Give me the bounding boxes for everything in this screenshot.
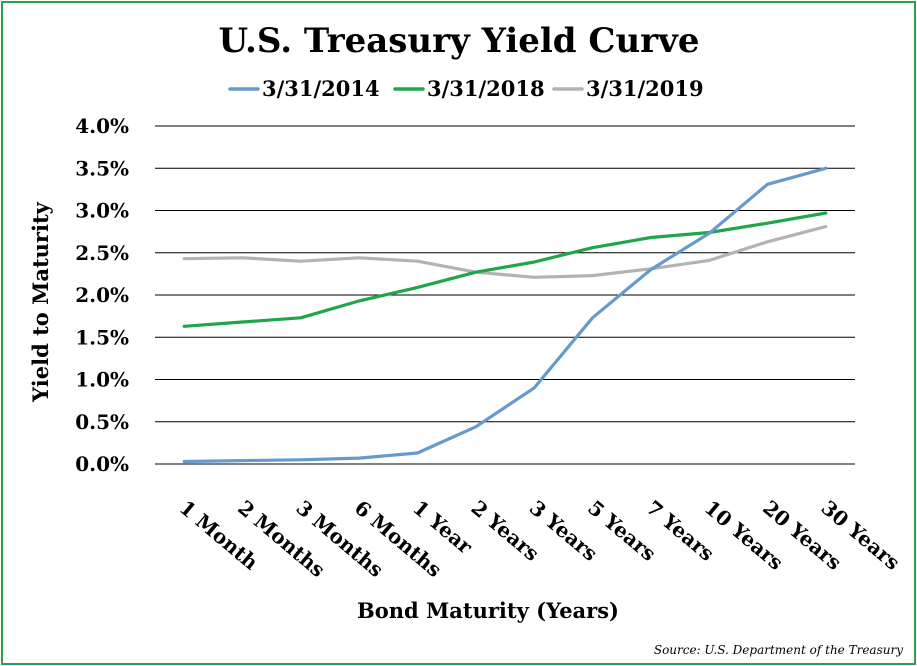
source-note: Source: U.S. Department of the Treasury [654,643,903,657]
legend-label: 3/31/2018 [427,76,545,101]
gridlines [155,125,855,465]
y-tick-label: 1.5% [75,325,129,349]
series-line-3-31-2014 [182,166,828,464]
y-tick-label: 1.0% [75,368,129,392]
y-tick-label: 2.0% [75,283,129,307]
y-axis-label: Yield to Maturity [28,201,53,403]
chart-title: U.S. Treasury Yield Curve [219,21,700,61]
series-line-3-31-2019 [182,225,828,279]
y-tick-label: 3.5% [75,156,129,180]
y-tick-label: 0.5% [75,410,129,434]
y-tick-label: 4.0% [75,114,129,138]
legend: 3/31/2014 3/31/2018 3/31/2019 [228,76,704,101]
x-axis-label: Bond Maturity (Years) [357,598,619,623]
y-axis-ticks: 0.0% 0.5% 1.0% 1.5% 2.0% 2.5% 3.0% 3.5% 4.0% [75,114,129,476]
legend-label: 3/31/2019 [586,76,704,101]
y-tick-label: 0.0% [75,452,129,476]
y-tick-label: 3.0% [75,199,129,223]
series-line-3-31-2018 [182,211,828,328]
series-lines [182,166,828,464]
legend-label: 3/31/2014 [262,76,380,101]
y-tick-label: 2.5% [75,241,129,265]
